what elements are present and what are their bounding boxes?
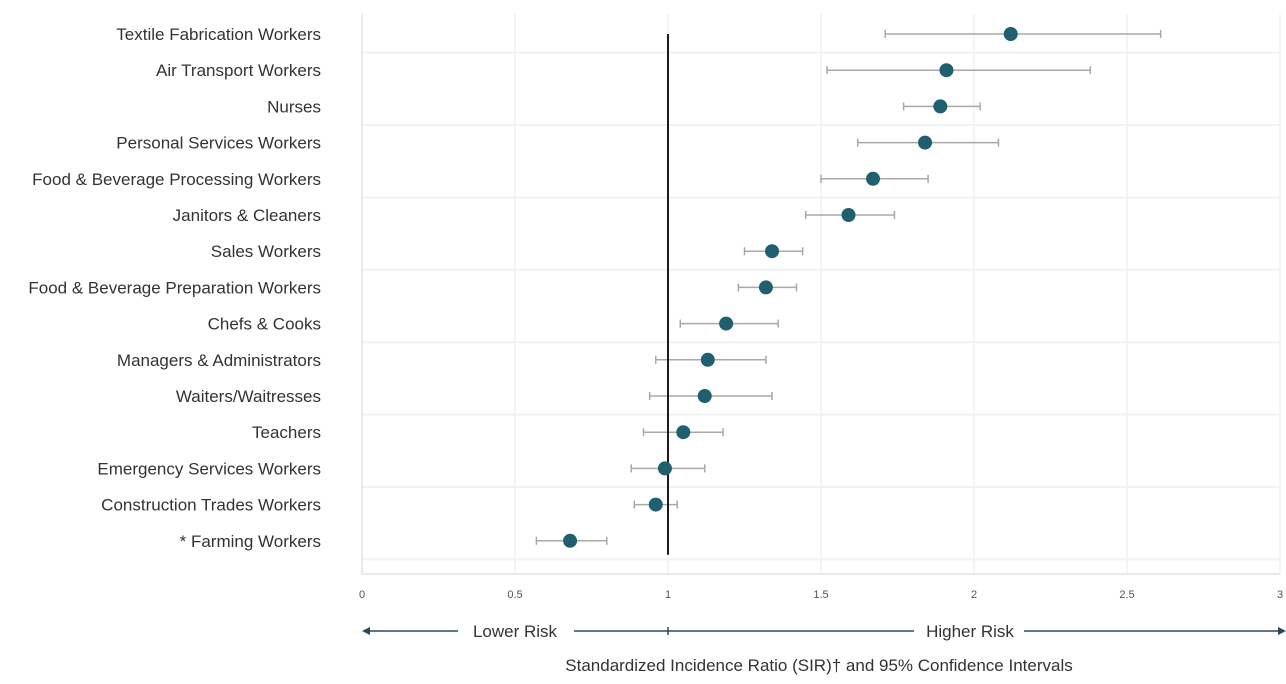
data-point [657, 461, 672, 476]
data-point [765, 244, 780, 259]
category-label: Food & Beverage Processing Workers [32, 170, 321, 189]
x-tick-label: 0 [359, 589, 365, 601]
data-point [676, 425, 691, 440]
category-label: Construction Trades Workers [101, 496, 321, 515]
risk-arrows: Lower Risk Higher Risk [362, 622, 1286, 641]
x-tick-label: 1 [665, 589, 671, 601]
category-label: Waiters/Waitresses [176, 387, 321, 406]
data-point [841, 208, 856, 222]
category-labels: Textile Fabrication Workers Air Transport… [28, 25, 321, 551]
x-tick-label: 3 [1277, 589, 1283, 601]
grid-layer [361, 14, 1281, 575]
data-point [758, 280, 773, 295]
category-label: Food & Beverage Preparation Workers [28, 278, 321, 297]
x-tick-label: 0.5 [507, 589, 522, 601]
x-tick-label: 2.5 [1119, 589, 1134, 601]
point-layer [563, 27, 1018, 548]
x-tick-label: 1.5 [813, 589, 828, 601]
higher-risk-arrowhead [1278, 627, 1286, 635]
x-tick-labels: 0 0.5 1 1.5 2 2.5 3 [359, 589, 1283, 601]
data-point [700, 352, 715, 367]
category-label: Emergency Services Workers [97, 459, 321, 478]
ci-layer [535, 30, 1162, 545]
lower-risk-label: Lower Risk [473, 622, 558, 641]
data-point [1003, 27, 1018, 41]
higher-risk-label: Higher Risk [926, 622, 1014, 641]
category-label: Textile Fabrication Workers [116, 25, 321, 44]
category-label: Teachers [252, 423, 321, 442]
data-point [918, 135, 933, 150]
data-point [719, 316, 734, 331]
x-axis-title: Standardized Incidence Ratio (SIR)† and … [565, 656, 1072, 675]
x-tick-label: 2 [971, 589, 977, 601]
category-label: Nurses [267, 97, 321, 116]
category-label: Personal Services Workers [116, 134, 321, 153]
data-point [939, 63, 954, 78]
data-point [933, 99, 948, 114]
category-label: Managers & Administrators [117, 351, 321, 370]
category-label: Air Transport Workers [156, 61, 321, 80]
data-point [697, 389, 712, 403]
category-label: * Farming Workers [180, 532, 321, 551]
data-point [866, 171, 881, 186]
data-point [563, 533, 578, 548]
lower-risk-arrowhead [362, 627, 370, 635]
ci-whisker [826, 66, 1092, 75]
ci-whisker [884, 30, 1162, 38]
category-label: Chefs & Cooks [208, 315, 321, 334]
data-point [648, 497, 663, 512]
category-label: Sales Workers [211, 242, 321, 261]
category-label: Janitors & Cleaners [173, 206, 321, 225]
